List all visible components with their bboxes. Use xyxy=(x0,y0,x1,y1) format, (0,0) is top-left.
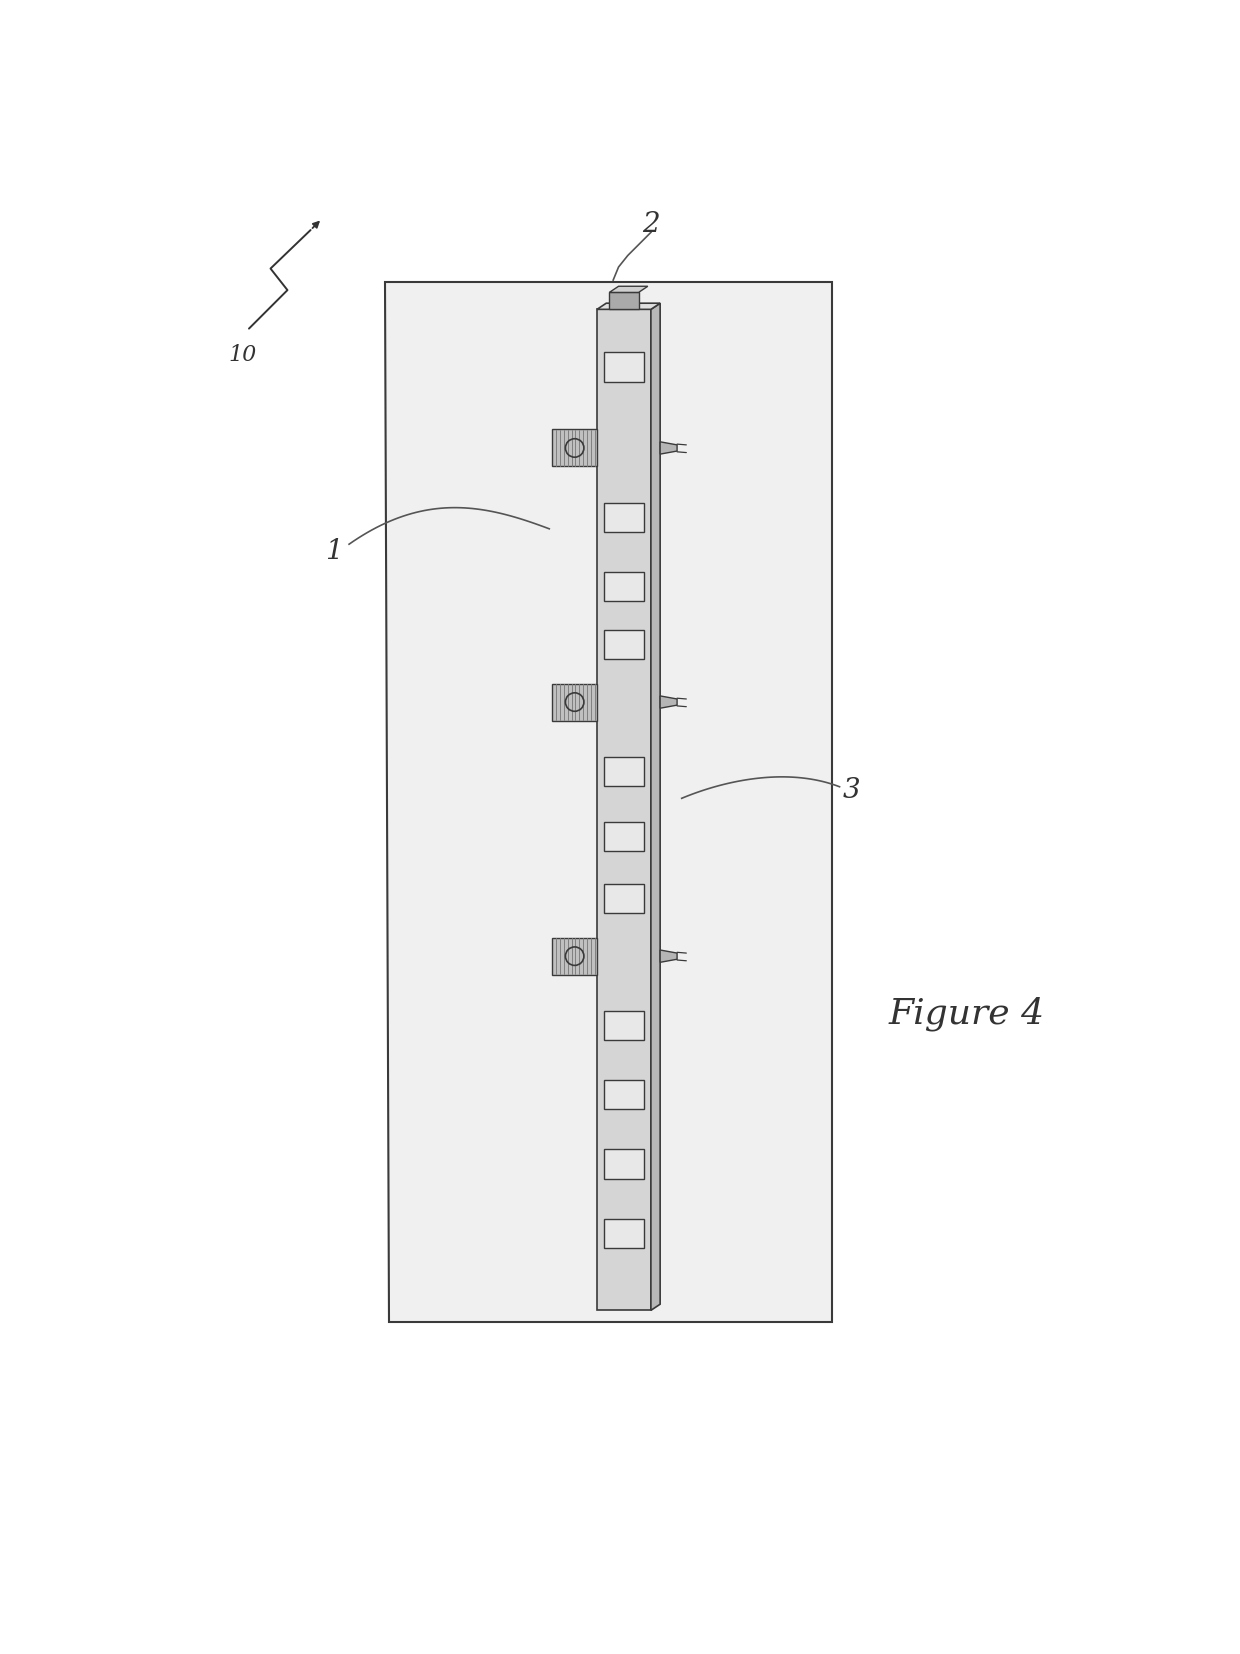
Polygon shape xyxy=(609,293,639,309)
Polygon shape xyxy=(604,758,644,786)
Polygon shape xyxy=(552,683,596,721)
Polygon shape xyxy=(604,1150,644,1179)
Polygon shape xyxy=(604,883,644,913)
Text: 1: 1 xyxy=(325,539,342,566)
Polygon shape xyxy=(604,1011,644,1040)
Polygon shape xyxy=(604,630,644,658)
Polygon shape xyxy=(552,430,596,466)
Polygon shape xyxy=(660,442,677,455)
Text: 2: 2 xyxy=(642,212,660,238)
Polygon shape xyxy=(660,949,677,963)
Polygon shape xyxy=(604,352,644,382)
Text: 3: 3 xyxy=(842,777,859,804)
Polygon shape xyxy=(596,303,660,309)
Polygon shape xyxy=(604,503,644,533)
Polygon shape xyxy=(609,286,647,293)
Polygon shape xyxy=(552,938,596,974)
Polygon shape xyxy=(596,309,651,1310)
Polygon shape xyxy=(386,283,832,1322)
Polygon shape xyxy=(604,1080,644,1110)
Polygon shape xyxy=(604,572,644,600)
Polygon shape xyxy=(660,696,677,708)
Text: 10: 10 xyxy=(228,344,257,366)
Polygon shape xyxy=(651,303,660,1310)
Text: Figure 4: Figure 4 xyxy=(889,997,1044,1030)
Polygon shape xyxy=(604,1219,644,1249)
Polygon shape xyxy=(604,822,644,852)
